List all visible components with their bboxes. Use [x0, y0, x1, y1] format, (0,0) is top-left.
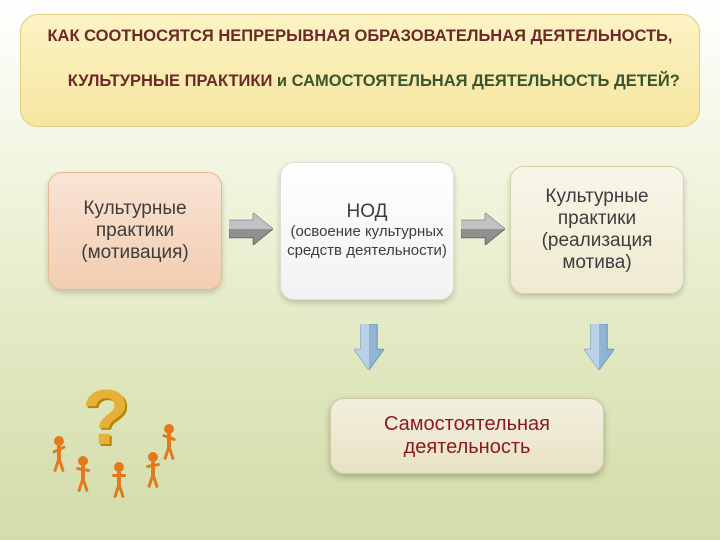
- node-text: Самостоятельная: [384, 413, 550, 436]
- question-mark-icon: ?: [82, 372, 130, 463]
- flow-node-nod: НОД (освоение культурных средств деятель…: [280, 162, 454, 300]
- node-text: (реализация мотива): [511, 230, 683, 274]
- flow-node-cultural-practices-motivation: Культурные практики (мотивация): [48, 172, 222, 290]
- flow-node-cultural-practices-realization: Культурные практики (реализация мотива): [510, 166, 684, 294]
- title-line2b: и САМОСТОЯТЕЛЬНАЯ ДЕЯТЕЛЬНОСТЬ ДЕТЕЙ?: [277, 72, 680, 90]
- arrow-right-icon: [461, 213, 505, 245]
- title-line2: КУЛЬТУРНЫЕ ПРАКТИКИ и САМОСТОЯТЕЛЬНАЯ ДЕ…: [35, 47, 685, 114]
- slide: КАК СООТНОСЯТСЯ НЕПРЕРЫВНАЯ ОБРАЗОВАТЕЛЬ…: [0, 0, 720, 540]
- arrow-right-icon: [229, 213, 273, 245]
- node-text: деятельность: [404, 436, 531, 459]
- slide-title: КАК СООТНОСЯТСЯ НЕПРЕРЫВНАЯ ОБРАЗОВАТЕЛЬ…: [20, 14, 700, 127]
- node-text: Культурные практики: [49, 198, 221, 242]
- node-text: НОД: [347, 201, 388, 223]
- title-line2a: КУЛЬТУРНЫЕ ПРАКТИКИ: [68, 72, 277, 90]
- flow-node-independent-activity: Самостоятельная деятельность: [330, 398, 604, 474]
- arrow-down-icon: [354, 324, 384, 370]
- node-text: (освоение культурных средств деятельност…: [281, 223, 453, 261]
- arrow-down-icon: [584, 324, 614, 370]
- node-text: (мотивация): [81, 242, 188, 264]
- title-line1: КАК СООТНОСЯТСЯ НЕПРЕРЫВНАЯ ОБРАЗОВАТЕЛЬ…: [35, 25, 685, 47]
- question-figures-icon: ?: [44, 378, 184, 498]
- node-text: Культурные практики: [511, 186, 683, 230]
